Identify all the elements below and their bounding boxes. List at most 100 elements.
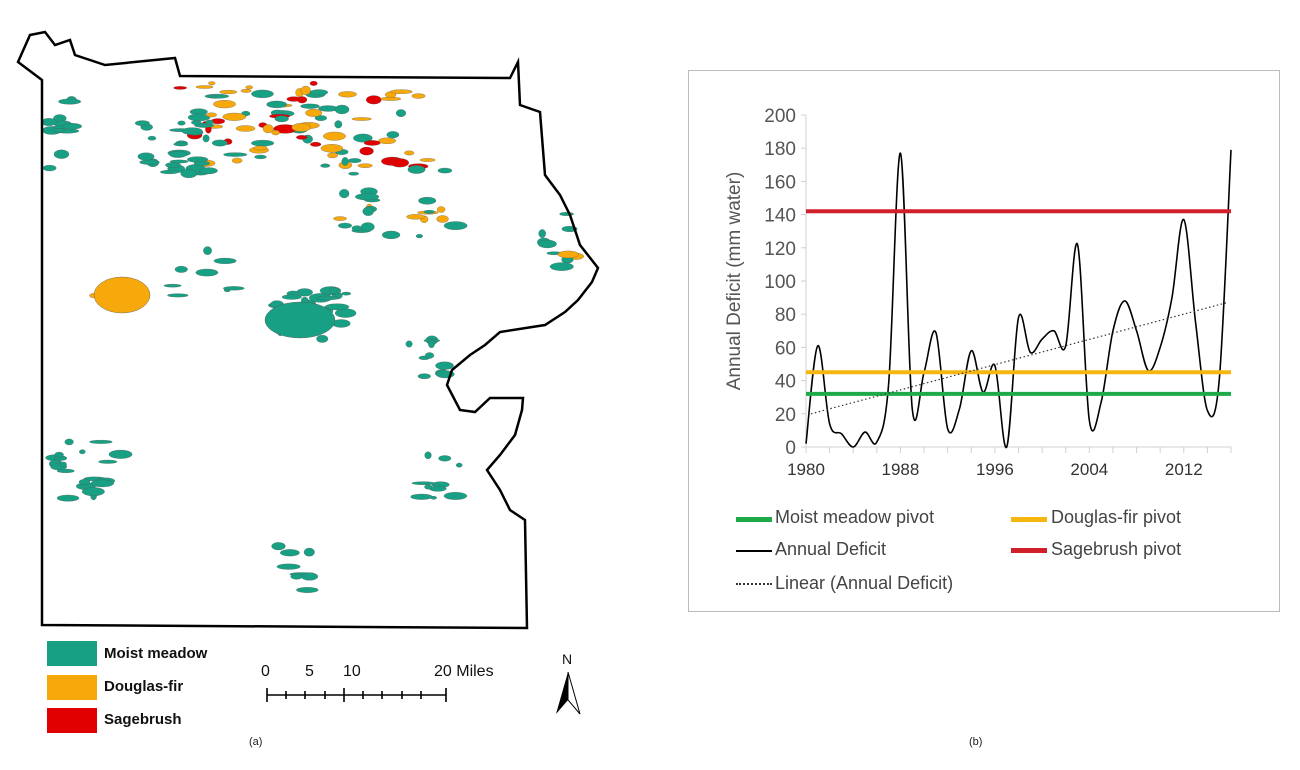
vegetation-patch <box>310 142 322 147</box>
vegetation-patch <box>404 150 415 156</box>
vegetation-patch <box>89 439 113 444</box>
scale-label-5: 5 <box>305 663 314 680</box>
vegetation-patch <box>169 159 189 164</box>
legend-line-sagebrush <box>1011 548 1047 553</box>
legend-label-sagebrush: Sagebrush <box>104 711 182 728</box>
vegetation-patch <box>134 120 150 126</box>
vegetation-patch <box>223 152 248 157</box>
vegetation-patch <box>351 225 362 231</box>
vegetation-patch <box>235 125 256 132</box>
vegetation-patch <box>180 168 198 179</box>
vegetation-patch <box>81 487 105 497</box>
y-tick-label: 60 <box>775 338 796 359</box>
vegetation-patch <box>54 451 64 458</box>
vegetation-patch <box>390 89 413 94</box>
vegetation-patch <box>359 146 374 156</box>
moist-meadow-patch <box>264 301 336 339</box>
vegetation-patch <box>251 89 274 99</box>
legend-annual-deficit: Annual Deficit <box>775 539 887 559</box>
vegetation-patch <box>56 468 75 473</box>
vegetation-patch <box>537 239 557 249</box>
vegetation-patch <box>274 115 289 123</box>
legend-label-moist-meadow: Moist meadow <box>104 645 208 662</box>
vegetation-patch <box>436 215 449 223</box>
legend-swatch-sagebrush <box>47 708 97 733</box>
vegetation-patch <box>271 130 280 136</box>
vegetation-patch <box>280 549 300 557</box>
douglas-fir-patch <box>93 276 151 314</box>
vegetation-patch <box>436 206 446 213</box>
vegetation-patch <box>223 286 245 291</box>
vegetation-patch <box>173 142 189 147</box>
vegetation-patch <box>177 120 186 126</box>
vegetation-patch <box>435 361 454 370</box>
vegetation-patch <box>253 145 268 151</box>
series-annual-deficit <box>805 149 1232 448</box>
vegetation-patch <box>254 154 267 160</box>
vegetation-patch <box>219 89 238 95</box>
y-tick-label: 80 <box>775 305 796 326</box>
legend-linear-trend: Linear (Annual Deficit) <box>775 573 954 593</box>
vegetation-patch <box>174 265 188 273</box>
vegetation-patch <box>213 100 236 109</box>
vegetation-patch <box>271 542 286 551</box>
vegetation-patch <box>310 89 329 96</box>
y-axis-title: Annual Deficit (mm water) <box>724 172 745 391</box>
vegetation-patch <box>137 152 155 161</box>
vegetation-patch <box>42 164 57 172</box>
legend-sagebrush-pivot: Sagebrush pivot <box>1051 539 1182 559</box>
vegetation-patch <box>167 293 189 298</box>
legend-moist-meadow-pivot: Moist meadow pivot <box>775 507 935 527</box>
deficit-line-chart: 0 20 40 60 80 100 120 140 160 180 200 1980 1988 1996 2… <box>724 106 1232 479</box>
park-map <box>16 30 600 630</box>
vegetation-patch <box>262 124 274 134</box>
vegetation-patch <box>276 563 301 570</box>
vegetation-patch <box>41 118 57 126</box>
vegetation-patch <box>314 115 327 121</box>
vegetation-patch <box>296 135 308 140</box>
vegetation-patch <box>443 221 468 230</box>
vegetation-patch <box>333 216 347 221</box>
vegetation-patch <box>424 451 432 460</box>
legend-swatch-douglas-fir <box>47 675 97 700</box>
north-arrow-icon <box>556 671 581 715</box>
x-tick-label: 2012 <box>1165 460 1203 479</box>
vegetation-patch <box>78 479 91 486</box>
vegetation-patch <box>405 340 413 348</box>
vegetation-patch <box>360 222 375 232</box>
vegetation-patch <box>90 479 114 488</box>
vegetation-patch <box>338 91 357 98</box>
vegetation-patch <box>362 206 374 216</box>
vegetation-patch <box>390 158 409 168</box>
y-tick-label: 100 <box>764 272 796 293</box>
vegetation-patch <box>305 108 323 117</box>
vegetation-patch <box>58 98 81 105</box>
vegetation-patch <box>98 459 118 464</box>
y-tick-label: 0 <box>785 438 796 459</box>
vegetation-patch <box>395 109 407 117</box>
vegetation-patch <box>557 250 579 259</box>
vegetation-patch <box>363 140 381 146</box>
north-label: N <box>562 651 573 667</box>
vegetation-patch <box>339 189 350 199</box>
vegetation-patch <box>348 171 359 176</box>
vegetation-patch <box>329 286 338 294</box>
scale-label-0: 0 <box>261 663 270 680</box>
legend-line-douglas-fir <box>1011 517 1047 522</box>
series-linear-annual-deficit <box>810 302 1228 415</box>
vegetation-patch <box>56 494 80 502</box>
vegetation-patch <box>424 352 435 359</box>
vegetation-patch <box>296 587 319 593</box>
vegetation-patch <box>206 112 217 118</box>
vegetation-patch <box>455 462 463 468</box>
vegetation-patch <box>351 117 372 121</box>
vegetation-patch <box>64 438 74 446</box>
chart-panel: 0 20 40 60 80 100 120 140 160 180 200 1980 1988 1996 2… <box>688 70 1280 612</box>
vegetation-patch <box>202 134 210 143</box>
vegetation-patch <box>208 94 217 99</box>
vegetation-patch <box>195 268 219 277</box>
vegetation-patch <box>181 127 203 135</box>
vegetation-patch <box>357 163 373 168</box>
vegetation-patch <box>300 103 320 109</box>
vegetation-patch <box>324 303 350 311</box>
